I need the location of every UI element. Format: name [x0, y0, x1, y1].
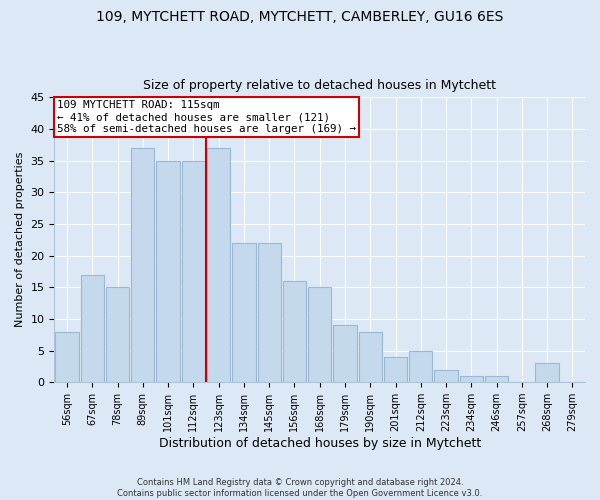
- Bar: [308, 288, 331, 382]
- Bar: [182, 160, 205, 382]
- Bar: [257, 243, 281, 382]
- Bar: [485, 376, 508, 382]
- Title: Size of property relative to detached houses in Mytchett: Size of property relative to detached ho…: [143, 79, 496, 92]
- Bar: [535, 363, 559, 382]
- Bar: [55, 332, 79, 382]
- Bar: [409, 350, 433, 382]
- Bar: [207, 148, 230, 382]
- Y-axis label: Number of detached properties: Number of detached properties: [15, 152, 25, 328]
- Text: 109 MYTCHETT ROAD: 115sqm
← 41% of detached houses are smaller (121)
58% of semi: 109 MYTCHETT ROAD: 115sqm ← 41% of detac…: [57, 100, 356, 134]
- Bar: [434, 370, 458, 382]
- Bar: [384, 357, 407, 382]
- Bar: [359, 332, 382, 382]
- Bar: [232, 243, 256, 382]
- Text: 109, MYTCHETT ROAD, MYTCHETT, CAMBERLEY, GU16 6ES: 109, MYTCHETT ROAD, MYTCHETT, CAMBERLEY,…: [97, 10, 503, 24]
- Bar: [283, 281, 306, 382]
- Bar: [80, 274, 104, 382]
- Bar: [106, 288, 129, 382]
- Text: Contains HM Land Registry data © Crown copyright and database right 2024.
Contai: Contains HM Land Registry data © Crown c…: [118, 478, 482, 498]
- Bar: [131, 148, 154, 382]
- X-axis label: Distribution of detached houses by size in Mytchett: Distribution of detached houses by size …: [158, 437, 481, 450]
- Bar: [157, 160, 180, 382]
- Bar: [334, 325, 356, 382]
- Bar: [460, 376, 483, 382]
